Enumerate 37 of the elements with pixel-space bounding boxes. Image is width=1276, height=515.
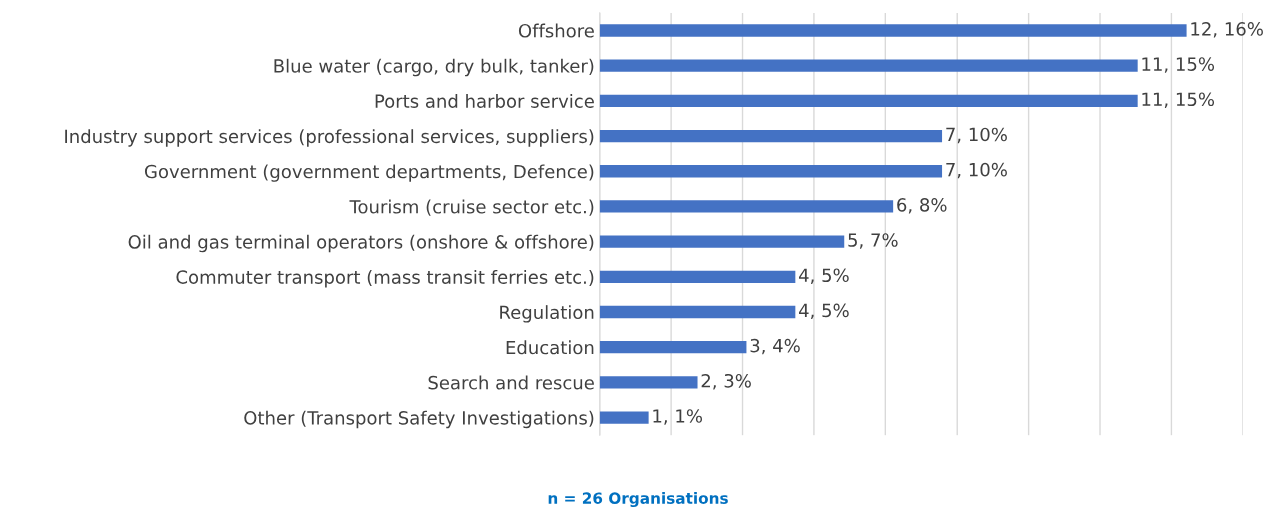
y-tick-label: Other (Transport Safety Investigations) (244, 410, 594, 429)
bar (599, 341, 747, 354)
data-label: 1, 1% (653, 409, 703, 425)
y-tick-label: Education (506, 340, 594, 355)
bar (599, 235, 845, 248)
y-tick-label: Regulation (500, 305, 594, 323)
bar (599, 129, 943, 143)
y-tick-label: Industry support services (professional services, suppliers) (65, 129, 594, 147)
y-tick-label: Tourism (cruise sector etc.) (349, 199, 594, 216)
bar (599, 94, 1138, 108)
y-tick-label: Commuter transport (mass transit ferries etc.) (176, 269, 594, 288)
bar (599, 24, 1187, 37)
data-label: 5, 7% (848, 233, 898, 249)
data-label: 7, 10% (946, 127, 1007, 144)
data-label: 2, 3% (701, 373, 751, 390)
y-tick-label: Oil and gas terminal operators (onshore & offshore) (128, 234, 594, 253)
bar (599, 376, 698, 389)
bar (599, 411, 649, 424)
y-tick-label: Offshore (518, 23, 594, 38)
data-label: 12, 16% (1191, 22, 1263, 38)
data-label: 11, 15% (1142, 92, 1215, 108)
data-label: 7, 10% (946, 162, 1007, 179)
bar (599, 200, 894, 213)
data-label: 6, 8% (897, 198, 947, 214)
data-label: 4, 5% (799, 303, 849, 320)
bar (599, 270, 796, 283)
data-label: 4, 5% (799, 268, 849, 284)
y-tick-label: Blue water (cargo, dry bulk, tanker) (274, 58, 594, 77)
y-tick-label: Ports and harbor service (375, 93, 594, 108)
data-label: 3, 4% (750, 338, 800, 355)
bar (599, 305, 796, 319)
data-label: 11, 15% (1142, 57, 1215, 73)
y-tick-label: Government (government departments, Defence) (144, 164, 594, 182)
text: n = 26 Organisations (548, 492, 728, 507)
bar (599, 165, 943, 178)
y-tick-label: Search and rescue (428, 375, 594, 390)
bar (599, 59, 1138, 72)
